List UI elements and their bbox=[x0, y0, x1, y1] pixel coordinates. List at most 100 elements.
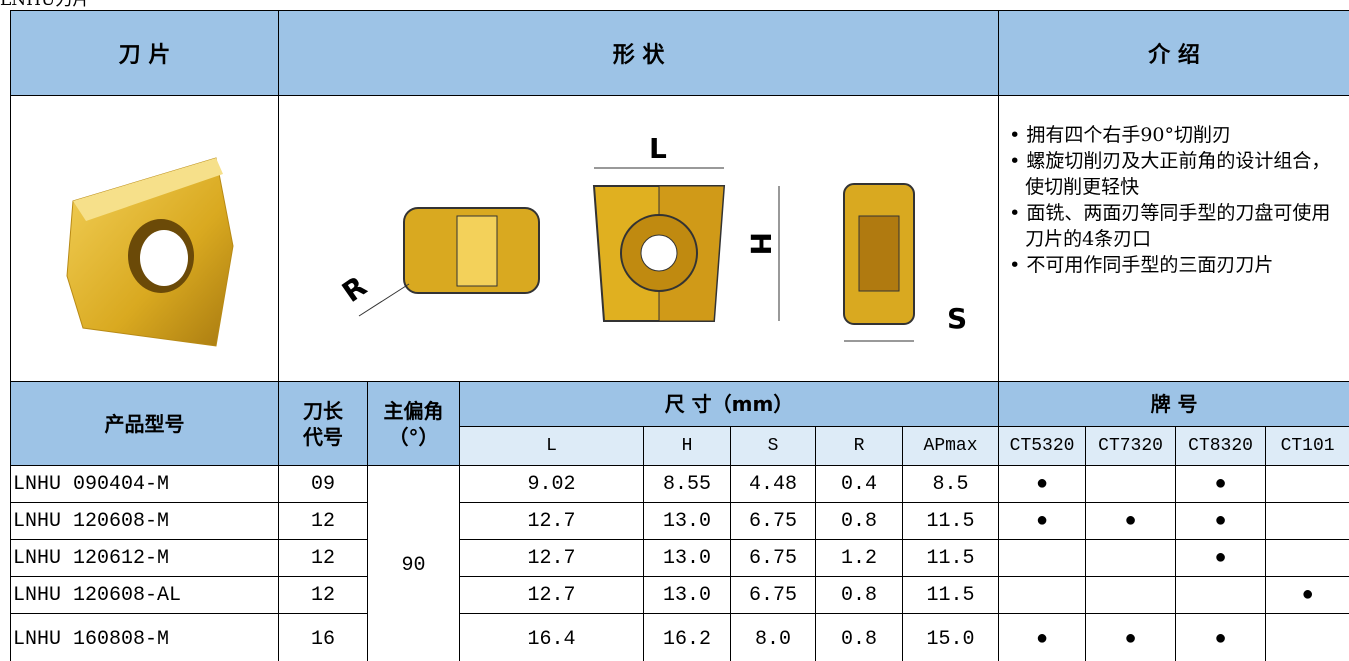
image-row: R L H S • 拥有四个右手90°切削刃 • 螺旋切削刃及大正前角的设计组合，… bbox=[10, 95, 1349, 382]
dimension-cell: 0.8 bbox=[815, 576, 903, 614]
code-cell: 12 bbox=[278, 539, 368, 577]
grade-cell bbox=[1265, 465, 1349, 503]
subheader-cell: CT5320 bbox=[998, 426, 1087, 466]
dimension-cell: 13.0 bbox=[643, 576, 731, 614]
dimension-cell: 6.75 bbox=[730, 576, 816, 614]
model-cell: LNHU 120608-AL bbox=[10, 576, 279, 614]
subheader-row: L H S R APmax CT5320 CT7320 CT8320 CT101 bbox=[11, 426, 1349, 466]
header-line: （°） bbox=[388, 424, 439, 449]
dimension-cell: 13.0 bbox=[643, 539, 731, 577]
label-l: L bbox=[649, 132, 667, 165]
dimension-cell: 12.7 bbox=[459, 576, 644, 614]
intro-point: • 螺旋切削刃及大正前角的设计组合，使切削更轻快 bbox=[1009, 150, 1331, 198]
header-cell: 牌 号 bbox=[998, 381, 1349, 427]
label-r: R bbox=[336, 270, 373, 309]
header-line: 代号 bbox=[303, 424, 343, 449]
grade-cell: ● bbox=[1085, 613, 1177, 661]
grade-cell bbox=[998, 539, 1087, 577]
intro-point: • 拥有四个右手90°切削刃 bbox=[1009, 124, 1231, 146]
grade-cell: ● bbox=[1085, 502, 1177, 540]
subheader-cell: CT8320 bbox=[1175, 426, 1267, 466]
shape-drawing: R L H S bbox=[336, 132, 967, 342]
shape-drawing-cell: R L H S bbox=[277, 95, 1000, 382]
intro-point: • 面铣、两面刃等同手型的刀盘可使用刀片的4条刃口 bbox=[1009, 202, 1331, 250]
data-row: LNHU 120612-M 12 12.7 13.0 6.75 1.2 11.5 ● bbox=[10, 539, 1349, 577]
grade-cell: ● bbox=[1175, 613, 1267, 661]
code-cell: 12 bbox=[278, 576, 368, 614]
grade-cell bbox=[1265, 613, 1349, 661]
header-line: 刀长 bbox=[303, 398, 343, 423]
header-cell: 形 状 bbox=[277, 10, 1000, 96]
label-h: H bbox=[744, 232, 777, 255]
insert-photo-cell bbox=[10, 95, 279, 382]
data-row: LNHU 120608-M 12 12.7 13.0 6.75 0.8 11.5 ● ● ● bbox=[10, 502, 1349, 540]
header-cell: 刀长 代号 bbox=[278, 381, 368, 466]
model-cell: LNHU 120612-M bbox=[10, 539, 279, 577]
grade-cell: ● bbox=[1175, 502, 1267, 540]
header-line: 主偏角 bbox=[383, 398, 444, 423]
subheader-cell: S bbox=[730, 426, 816, 466]
grade-cell bbox=[1085, 539, 1177, 577]
dimension-cell: 13.0 bbox=[643, 502, 731, 540]
data-row: LNHU 120608-AL 12 12.7 13.0 6.75 0.8 11.5 ● bbox=[10, 576, 1349, 614]
grade-cell: ● bbox=[998, 613, 1087, 661]
dimension-cell: 8.55 bbox=[643, 465, 731, 503]
dimension-cell: 8.0 bbox=[730, 613, 816, 661]
dimension-cell: 1.2 bbox=[815, 539, 903, 577]
grade-cell: ● bbox=[1175, 539, 1267, 577]
dimension-cell: 11.5 bbox=[901, 502, 1000, 540]
dimension-cell: 12.7 bbox=[459, 502, 644, 540]
header-cell: 尺 寸（mm） bbox=[458, 381, 1000, 427]
intro-text: 面铣、两面刃等同手型的刀盘可使用刀片的4条刃口 bbox=[1025, 202, 1331, 250]
label-s: S bbox=[947, 302, 967, 335]
dimension-cell: 6.75 bbox=[730, 502, 816, 540]
header-cell: 产品型号 bbox=[10, 381, 279, 466]
intro-cell: • 拥有四个右手90°切削刃 • 螺旋切削刃及大正前角的设计组合，使切削更轻快 • … bbox=[998, 95, 1349, 382]
intro-text: 螺旋切削刃及大正前角的设计组合，使切削更轻快 bbox=[1025, 150, 1331, 198]
intro-text: 拥有四个右手90°切削刃 bbox=[1026, 124, 1231, 146]
product-table: 刀 片 形 状 介 绍 R L H S • 拥有四个右手90°切削刃 • 螺旋切削… bbox=[10, 10, 1349, 661]
intro-text: 不可用作同手型的三面刃刀片 bbox=[1026, 254, 1274, 276]
dimension-cell: 12.7 bbox=[459, 539, 644, 577]
intro-point: • 不可用作同手型的三面刃刀片 bbox=[1009, 254, 1274, 276]
grade-cell bbox=[1085, 465, 1177, 503]
model-cell: LNHU 160808-M bbox=[10, 613, 279, 661]
dimension-cell: 4.48 bbox=[730, 465, 816, 503]
dimension-cell: 16.4 bbox=[459, 613, 644, 661]
model-cell: LNHU 120608-M bbox=[10, 502, 279, 540]
header-cell: 刀 片 bbox=[10, 10, 279, 96]
subheader-cell: APmax bbox=[901, 426, 1000, 466]
header-row: 刀 片 形 状 介 绍 bbox=[10, 10, 1349, 96]
dimension-cell: 9.02 bbox=[459, 465, 644, 503]
code-cell: 09 bbox=[278, 465, 368, 503]
code-cell: 16 bbox=[278, 613, 368, 661]
dimension-cell: 0.4 bbox=[815, 465, 903, 503]
subheader-cell: R bbox=[815, 426, 903, 466]
header-row: 产品型号 刀长 代号 主偏角 （°） 尺 寸（mm） 牌 号 bbox=[10, 381, 1349, 466]
dimension-cell: 0.8 bbox=[815, 613, 903, 661]
grade-cell: ● bbox=[1265, 576, 1349, 614]
grade-cell bbox=[1265, 539, 1349, 577]
grade-cell: ● bbox=[998, 502, 1087, 540]
dimension-cell: 11.5 bbox=[901, 576, 1000, 614]
header-cell: 主偏角 （°） bbox=[367, 381, 460, 466]
dimension-cell: 15.0 bbox=[901, 613, 1000, 661]
grade-cell bbox=[1085, 576, 1177, 614]
grade-cell bbox=[998, 576, 1087, 614]
subheader-cell: L bbox=[459, 426, 644, 466]
data-row: LNHU 160808-M 16 16.4 16.2 8.0 0.8 15.0 ● ● ● bbox=[10, 613, 1349, 661]
subheader-cell: CT101 bbox=[1265, 426, 1349, 466]
lead-angle-cell: 90 bbox=[367, 465, 460, 661]
dimension-cell: 11.5 bbox=[901, 539, 1000, 577]
table-body: 刀 片 形 状 介 绍 R L H S • 拥有四个右手90°切削刃 • 螺旋切削… bbox=[10, 10, 1349, 661]
grade-cell bbox=[1265, 502, 1349, 540]
dimension-cell: 8.5 bbox=[901, 465, 1000, 503]
header-cell: 介 绍 bbox=[998, 10, 1349, 96]
caption: LNHU刀片 bbox=[0, 0, 90, 10]
insert-photo bbox=[66, 157, 234, 347]
dimension-cell: 16.2 bbox=[643, 613, 731, 661]
dimension-cell: 6.75 bbox=[730, 539, 816, 577]
dimension-cell: 0.8 bbox=[815, 502, 903, 540]
code-cell: 12 bbox=[278, 502, 368, 540]
